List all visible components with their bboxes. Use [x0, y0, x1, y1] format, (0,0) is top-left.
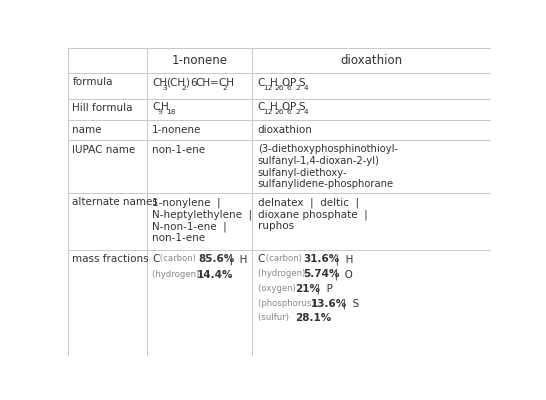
Text: 12: 12 [263, 85, 272, 91]
Text: 26: 26 [275, 85, 284, 91]
Text: (3-diethoxyphosphinothioyl-
sulfanyl-1,4-dioxan-2-yl)
sulfanyl-diethoxy-
sulfany: (3-diethoxyphosphinothioyl- sulfanyl-1,4… [258, 144, 398, 189]
Text: (CH: (CH [166, 78, 185, 88]
Text: 14.4%: 14.4% [197, 270, 234, 280]
Text: CH: CH [152, 78, 167, 88]
Text: 4: 4 [304, 85, 308, 91]
Text: H: H [270, 78, 277, 88]
Text: IUPAC name: IUPAC name [73, 145, 136, 155]
Text: C: C [152, 102, 159, 112]
Text: S: S [299, 78, 305, 88]
Text: (carbon): (carbon) [263, 254, 305, 263]
Text: C: C [258, 254, 265, 264]
Text: (oxygen): (oxygen) [258, 284, 298, 293]
Text: O: O [281, 78, 289, 88]
Text: 6: 6 [287, 85, 292, 91]
Text: 6: 6 [287, 109, 292, 115]
Text: C: C [152, 254, 159, 264]
Text: H: H [270, 102, 277, 112]
Text: alternate names: alternate names [73, 197, 158, 207]
Text: 4: 4 [304, 109, 308, 115]
Text: (sulfur): (sulfur) [258, 314, 292, 322]
Text: 12: 12 [263, 109, 272, 115]
Text: 1-nonene: 1-nonene [152, 125, 201, 135]
Text: delnatex  |  deltic  |
dioxane phosphate  |
ruphos: delnatex | deltic | dioxane phosphate | … [258, 197, 367, 231]
Text: formula: formula [73, 77, 113, 87]
Text: (carbon): (carbon) [157, 254, 199, 263]
Text: mass fractions: mass fractions [73, 254, 149, 264]
Text: 2: 2 [295, 109, 300, 115]
Text: non-1-ene: non-1-ene [152, 145, 205, 155]
Text: ): ) [185, 78, 189, 88]
Text: (hydrogen): (hydrogen) [258, 269, 308, 278]
Text: 13.6%: 13.6% [311, 299, 347, 309]
Text: 5.74%: 5.74% [303, 269, 340, 279]
Text: dioxathion: dioxathion [341, 54, 403, 67]
Text: 6: 6 [190, 78, 197, 88]
Text: dioxathion: dioxathion [258, 125, 313, 135]
Text: 28.1%: 28.1% [295, 314, 331, 324]
Text: 2: 2 [222, 85, 227, 91]
Text: |  S: | S [336, 299, 359, 309]
Text: CH=CH: CH=CH [195, 78, 235, 88]
Text: 31.6%: 31.6% [304, 254, 340, 264]
Text: O: O [281, 102, 289, 112]
Text: H: H [161, 102, 168, 112]
Text: 1-nonylene  |
N-heptylethylene  |
N-non-1-ene  |
non-1-ene: 1-nonylene | N-heptylethylene | N-non-1-… [152, 197, 252, 243]
Text: 18: 18 [166, 109, 175, 115]
Text: |  P: | P [310, 284, 333, 294]
Text: 2: 2 [295, 85, 300, 91]
Text: 3: 3 [163, 85, 167, 91]
Text: (hydrogen): (hydrogen) [152, 270, 202, 279]
Text: |  O: | O [328, 269, 353, 280]
Text: 21%: 21% [295, 284, 319, 294]
Text: P: P [290, 102, 296, 112]
Text: |  H: | H [329, 254, 353, 265]
Text: S: S [299, 102, 305, 112]
Text: 85.6%: 85.6% [198, 254, 234, 264]
Text: (phosphorus): (phosphorus) [258, 299, 317, 308]
Text: C: C [258, 78, 265, 88]
Text: |  H: | H [223, 254, 247, 265]
Text: 1-nonene: 1-nonene [171, 54, 228, 67]
Text: name: name [73, 125, 102, 135]
Text: C: C [258, 102, 265, 112]
Text: Hill formula: Hill formula [73, 103, 133, 113]
Text: 9: 9 [157, 109, 162, 115]
Text: P: P [290, 78, 296, 88]
Text: 2: 2 [182, 85, 187, 91]
Text: 26: 26 [275, 109, 284, 115]
